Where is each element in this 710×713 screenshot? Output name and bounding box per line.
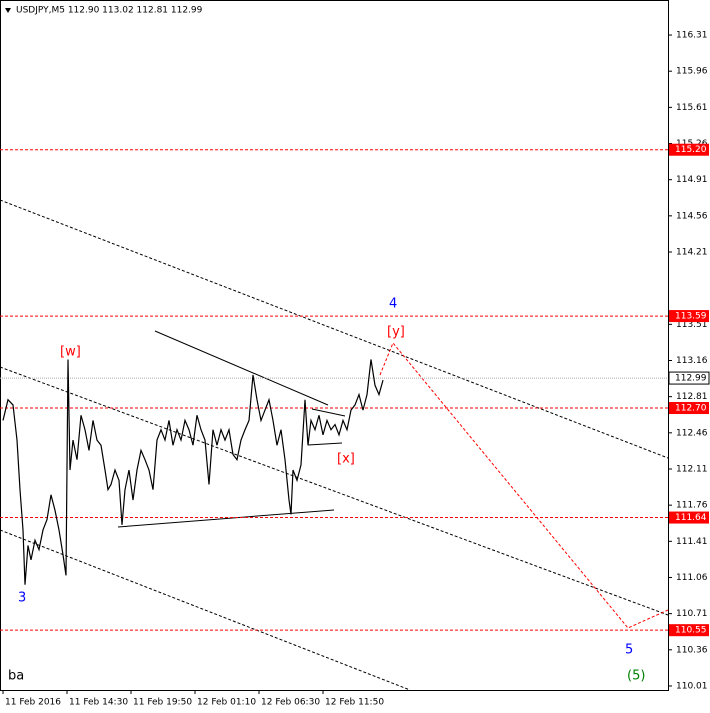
price-line bbox=[2, 359, 384, 585]
y-tick-label: 111.76 bbox=[676, 501, 708, 511]
chart-title: USDJPY,M5 112.90 113.02 112.81 112.99 bbox=[16, 6, 203, 16]
x-tick-label: 11 Feb 2016 bbox=[5, 698, 61, 708]
level-label: 113.59 bbox=[675, 312, 707, 322]
y-tick-label: 112.46 bbox=[676, 428, 708, 438]
wave-label: 4 bbox=[389, 297, 397, 312]
y-tick-label: 113.16 bbox=[676, 356, 708, 366]
level-label-box bbox=[669, 402, 709, 415]
level-label: 112.70 bbox=[675, 404, 707, 414]
wave-label: [w] bbox=[60, 345, 81, 360]
channel-lines bbox=[0, 199, 669, 691]
y-tick-label: 114.21 bbox=[676, 248, 708, 258]
wave-label: 5 bbox=[625, 643, 633, 658]
y-tick-label: 110.01 bbox=[676, 681, 708, 691]
wave-label: ba bbox=[8, 669, 24, 684]
y-tick-label: 110.71 bbox=[676, 609, 708, 619]
y-tick-label: 116.31 bbox=[676, 31, 708, 41]
y-tick-label: 111.41 bbox=[676, 537, 708, 547]
x-tick-label: 12 Feb 11:50 bbox=[325, 698, 384, 708]
wave-label: [y] bbox=[387, 325, 405, 340]
y-tick-label: 111.06 bbox=[676, 573, 708, 583]
title-marker bbox=[5, 8, 11, 13]
level-label-box bbox=[669, 511, 709, 524]
level-label: 115.20 bbox=[675, 145, 707, 155]
current-price-label: 112.99 bbox=[675, 374, 707, 384]
level-label: 110.55 bbox=[675, 626, 707, 636]
x-tick-label: 12 Feb 01:10 bbox=[197, 698, 256, 708]
level-label-box bbox=[669, 624, 709, 637]
y-tick-label: 115.61 bbox=[676, 103, 708, 113]
level-label-box bbox=[669, 143, 709, 156]
x-tick-label: 12 Feb 06:30 bbox=[261, 698, 320, 708]
y-tick-label: 115.96 bbox=[676, 67, 708, 77]
y-tick-label: 112.11 bbox=[676, 464, 708, 474]
wave-label: 3 bbox=[18, 591, 26, 606]
level-label: 111.64 bbox=[675, 513, 707, 523]
level-label-box bbox=[669, 310, 709, 323]
wave-label: (5) bbox=[627, 669, 645, 684]
x-tick-label: 11 Feb 19:50 bbox=[133, 698, 192, 708]
y-tick-label: 114.56 bbox=[676, 211, 708, 221]
triangle-lines bbox=[117, 330, 346, 528]
x-tick-label: 11 Feb 14:30 bbox=[69, 698, 128, 708]
y-tick-label: 114.91 bbox=[676, 175, 708, 185]
plot-frame bbox=[0, 0, 669, 691]
y-tick-label: 113.51 bbox=[676, 320, 708, 330]
current-price-box bbox=[668, 371, 710, 385]
wave-label: [x] bbox=[337, 452, 355, 467]
y-tick-label: 112.81 bbox=[676, 392, 708, 402]
projection-path bbox=[379, 342, 669, 629]
y-tick-label: 110.36 bbox=[676, 645, 708, 655]
